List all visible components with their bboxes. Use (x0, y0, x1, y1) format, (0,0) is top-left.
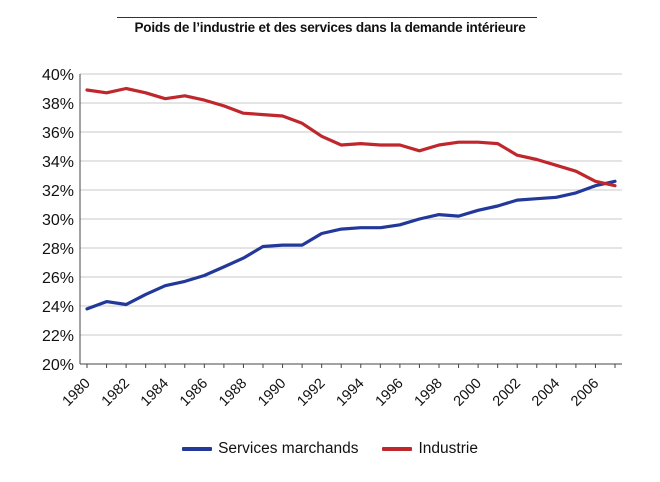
y-tick-label: 20% (42, 357, 74, 374)
x-tick-label: 1998 (412, 376, 446, 410)
title-rule (117, 17, 537, 18)
y-tick-label: 34% (42, 154, 74, 171)
legend-item-services: Services marchands (182, 440, 358, 458)
x-tick-label: 1984 (138, 376, 172, 410)
chart-title: Poids de l’industrie et des services dan… (134, 20, 526, 35)
legend: Services marchands Industrie (0, 440, 660, 458)
series-line-services (85, 179, 617, 311)
x-tick-label: 1982 (99, 376, 133, 410)
y-tick-label: 22% (42, 328, 74, 345)
y-tick-label: 36% (42, 125, 74, 142)
legend-item-industrie: Industrie (382, 440, 478, 458)
x-tick-label: 1996 (373, 376, 407, 410)
legend-label-services: Services marchands (218, 440, 359, 457)
y-tick-label: 24% (42, 299, 74, 316)
legend-swatch-industrie (382, 447, 413, 451)
x-tick-label: 1992 (294, 376, 328, 410)
y-tick-label: 32% (42, 183, 74, 200)
legend-swatch-services (182, 447, 213, 451)
x-tick-label: 1988 (216, 376, 250, 410)
x-tick-label: 1990 (255, 376, 289, 410)
x-tick-label: 1994 (333, 376, 367, 410)
y-tick-label: 40% (42, 67, 74, 84)
y-tick-label: 28% (42, 241, 74, 258)
x-tick-label: 1986 (177, 376, 211, 410)
x-tick-label: 2004 (529, 376, 563, 410)
series-line-industrie (85, 86, 617, 188)
y-tick-label: 30% (42, 212, 74, 229)
x-tick-label: 2006 (568, 376, 602, 410)
x-tick-label: 2002 (490, 376, 524, 410)
y-tick-label: 38% (42, 96, 74, 113)
x-tick-label: 1980 (60, 376, 94, 410)
x-tick-label: 2000 (451, 376, 485, 410)
legend-label-industrie: Industrie (418, 440, 478, 457)
y-tick-label: 26% (42, 270, 74, 287)
